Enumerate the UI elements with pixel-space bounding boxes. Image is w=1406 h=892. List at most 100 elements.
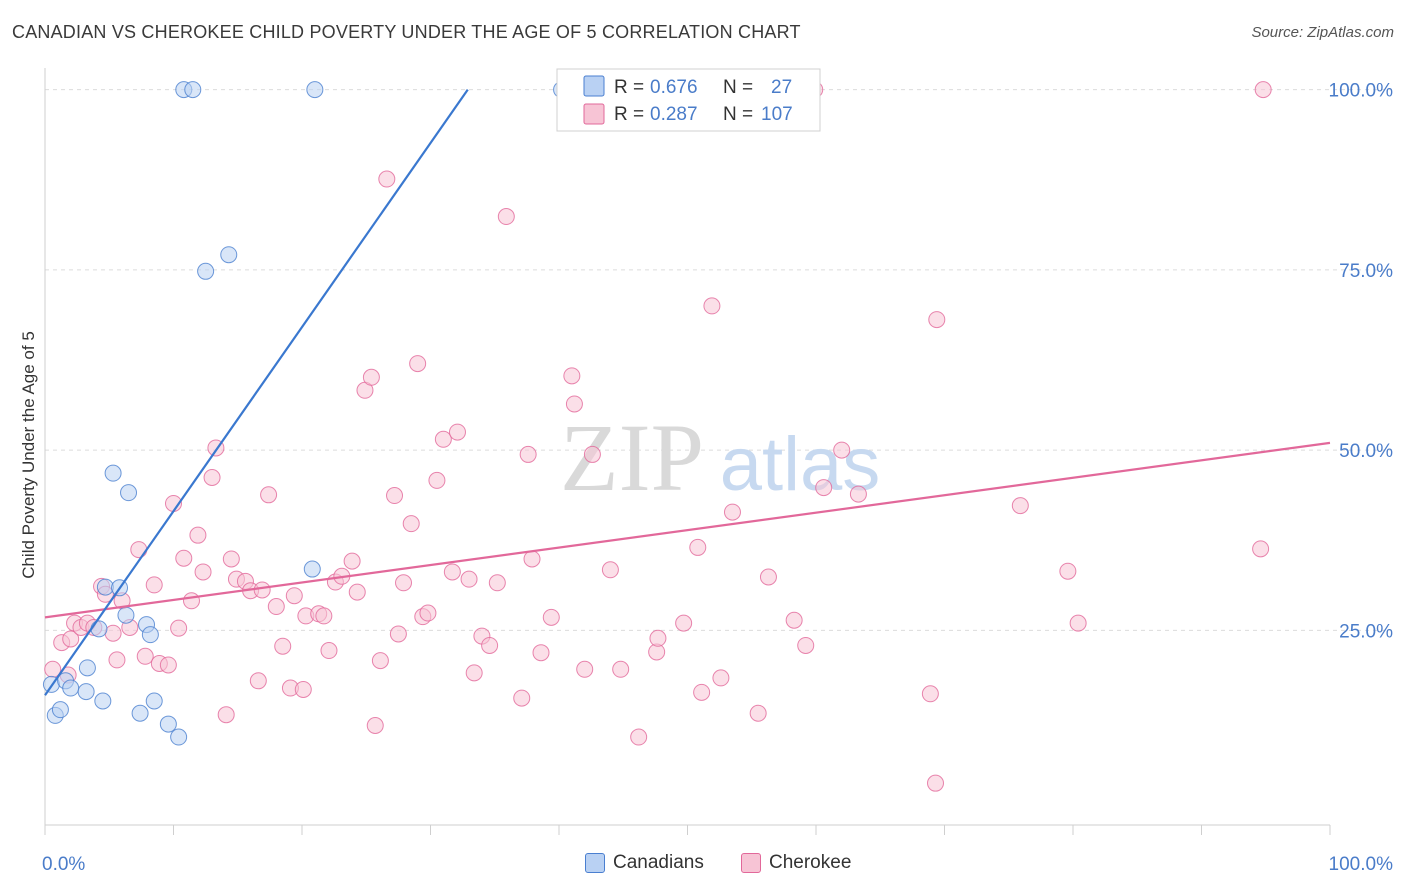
x-tick-label: 100.0%	[1329, 854, 1394, 875]
cherokee-point	[675, 614, 693, 632]
canadians-point	[96, 578, 114, 596]
cherokee-point	[267, 598, 285, 616]
cherokee-trend-line	[44, 441, 1331, 619]
cherokee-point	[371, 652, 389, 670]
cherokee-point	[481, 636, 499, 654]
cherokee-point	[315, 607, 333, 625]
legend-n-label-canadians: N =	[723, 77, 753, 98]
cherokee-point	[402, 515, 420, 533]
legend-item-cherokee[interactable]: Cherokee	[741, 852, 851, 874]
trend-lines	[44, 88, 1331, 696]
canadians-point	[220, 246, 238, 264]
cherokee-point	[497, 208, 515, 226]
cherokee-point	[104, 624, 122, 642]
watermark: ZIP atlas	[560, 404, 880, 511]
cherokee-point	[409, 355, 427, 373]
canadians-point	[77, 683, 95, 701]
cherokee-point	[362, 368, 380, 386]
cherokee-point	[785, 611, 803, 629]
canadians-point	[197, 262, 215, 280]
cherokee-point	[523, 550, 541, 568]
cherokee-point	[253, 581, 271, 599]
cherokee-point	[460, 570, 478, 588]
y-tick-label: 100.0%	[1329, 81, 1394, 102]
cherokee-point	[833, 441, 851, 459]
cherokee-point	[513, 689, 531, 707]
cherokee-point	[395, 574, 413, 592]
legend-item-canadians[interactable]: Canadians	[585, 852, 704, 874]
cherokee-point	[428, 471, 446, 489]
cherokee-point	[389, 625, 407, 643]
correlation-legend: R = 0.676 N = 27 R = 0.287 N = 107	[556, 68, 821, 132]
canadians-point	[159, 715, 177, 733]
canadians-swatch	[585, 853, 605, 873]
cherokee-point	[274, 637, 292, 655]
cherokee-swatch	[741, 853, 761, 873]
cherokee-point	[1011, 497, 1029, 515]
cherokee-point	[612, 660, 630, 678]
cherokee-point	[419, 604, 437, 622]
cherokee-point	[448, 423, 466, 441]
cherokee-point	[182, 592, 200, 610]
grid-lines	[45, 89, 1392, 631]
cherokee-point	[563, 367, 581, 385]
canadians-point	[303, 560, 321, 578]
cherokee-point	[194, 563, 212, 581]
canadians-point	[51, 701, 69, 719]
canadians-point	[62, 679, 80, 697]
canadians-point	[120, 484, 138, 502]
cherokee-point	[488, 574, 506, 592]
cherokee-point	[759, 568, 777, 586]
cherokee-point	[386, 487, 404, 505]
cherokee-point	[1069, 614, 1087, 632]
cherokee-point	[723, 503, 741, 521]
cherokee-point	[928, 311, 946, 329]
cherokee-point	[649, 629, 667, 647]
cherokee-point	[175, 549, 193, 567]
cherokee-point	[601, 561, 619, 579]
cherokee-point	[170, 619, 188, 637]
cherokee-point	[260, 486, 278, 504]
canadians-point	[104, 464, 122, 482]
cherokee-point	[366, 717, 384, 735]
cherokee-point	[159, 656, 177, 674]
canadians-point	[117, 606, 135, 624]
legend-swatch-canadians	[583, 75, 605, 97]
legend-r-value-canadians: 0.676	[650, 77, 698, 98]
cherokee-point	[285, 587, 303, 605]
cherokee-point	[532, 644, 550, 662]
cherokee-point	[815, 479, 833, 497]
series-legend: Canadians Cherokee	[0, 852, 1406, 878]
y-tick-label: 50.0%	[1339, 441, 1393, 462]
cherokee-point	[927, 774, 945, 792]
legend-r-label-canadians: R =	[614, 77, 644, 98]
y-tick-label: 25.0%	[1339, 621, 1393, 642]
cherokee-point	[749, 704, 767, 722]
cherokee-point	[348, 583, 366, 601]
cherokee-point	[443, 563, 461, 581]
axes	[44, 68, 1331, 835]
canadians-point	[184, 81, 202, 99]
legend-r-label-cherokee: R =	[614, 104, 644, 125]
canadians-points	[42, 81, 571, 746]
cherokee-point	[294, 680, 312, 698]
watermark-zip: ZIP	[560, 404, 704, 511]
cherokee-point	[249, 672, 267, 690]
cherokee-point	[343, 552, 361, 570]
cherokee-point	[222, 550, 240, 568]
cherokee-point	[62, 630, 80, 648]
cherokee-point	[583, 445, 601, 463]
legend-label-cherokee: Cherokee	[769, 852, 852, 873]
canadians-point	[145, 692, 163, 710]
cherokee-point	[689, 538, 707, 556]
cherokee-point	[1252, 540, 1270, 558]
cherokee-point	[434, 430, 452, 448]
cherokee-point	[108, 651, 126, 669]
cherokee-point	[921, 685, 939, 703]
canadians-point	[306, 81, 324, 99]
chart-title: CANADIAN VS CHEROKEE CHILD POVERTY UNDER…	[12, 22, 801, 42]
cherokee-point	[565, 395, 583, 413]
tick-labels: 25.0% 50.0% 75.0% 100.0% 0.0% 100.0%	[42, 81, 1393, 875]
cherokee-point	[703, 297, 721, 315]
x-tick-label: 0.0%	[42, 854, 85, 875]
